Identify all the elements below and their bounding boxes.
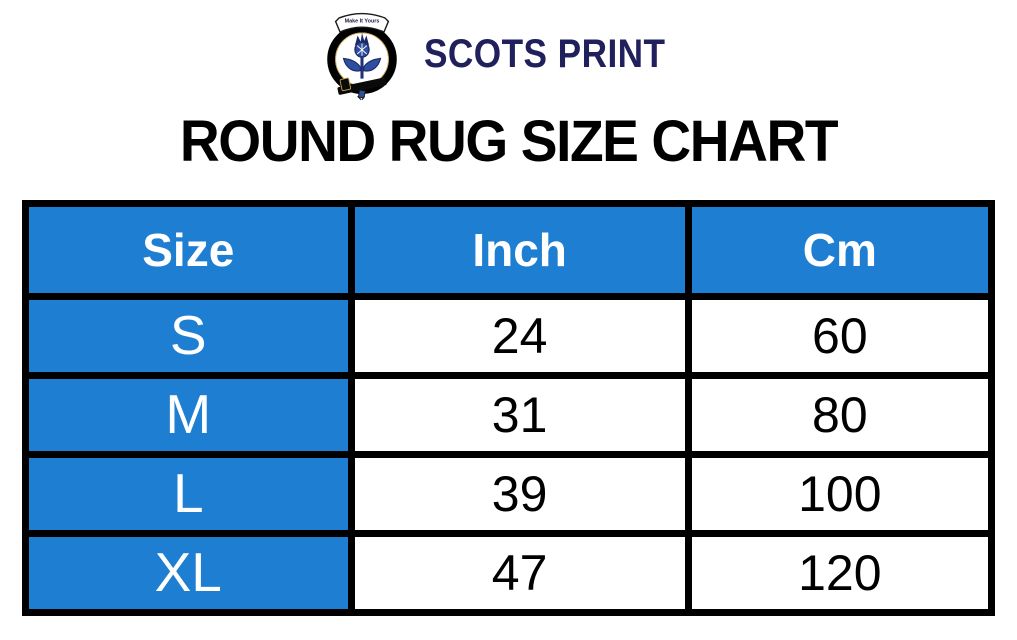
table-row-s: S 24 60 xyxy=(22,292,996,379)
cm-cell: 60 xyxy=(684,292,996,379)
header-cell-inch: Inch xyxy=(347,199,692,300)
size-chart-table: Size Inch Cm S 24 60 M 31 80 L 39 100 xyxy=(22,199,996,616)
header-cell-cm: Cm xyxy=(684,199,996,300)
inch-cell: 47 xyxy=(347,529,692,616)
size-cell: M xyxy=(22,371,355,458)
cm-cell: 120 xyxy=(684,529,996,616)
table-row-l: L 39 100 xyxy=(22,450,996,537)
inch-cell: 39 xyxy=(347,450,692,537)
size-cell: S xyxy=(22,292,355,379)
thistle-icon xyxy=(343,32,382,79)
size-cell: L xyxy=(22,450,355,537)
brand-motto: Make It Yours xyxy=(345,18,380,24)
size-cell: XL xyxy=(22,529,355,616)
cm-cell: 100 xyxy=(684,450,996,537)
table-header-row: Size Inch Cm xyxy=(22,199,996,300)
table-row-m: M 31 80 xyxy=(22,371,996,458)
cm-cell: 80 xyxy=(684,371,996,458)
brand-header: Make It Yours SCOTS PRINT xyxy=(0,0,1017,100)
belt-strap-icon xyxy=(337,77,387,100)
table-row-xl: XL 47 120 xyxy=(22,529,996,616)
motto-banner: Make It Yours xyxy=(335,12,390,33)
brand-name: SCOTS PRINT xyxy=(424,31,666,76)
header-cell-size: Size xyxy=(22,199,355,300)
inch-cell: 24 xyxy=(347,292,692,379)
inch-cell: 31 xyxy=(347,371,692,458)
brand-crest-logo: Make It Yours xyxy=(327,12,398,100)
page-title: ROUND RUG SIZE CHART xyxy=(179,109,839,174)
